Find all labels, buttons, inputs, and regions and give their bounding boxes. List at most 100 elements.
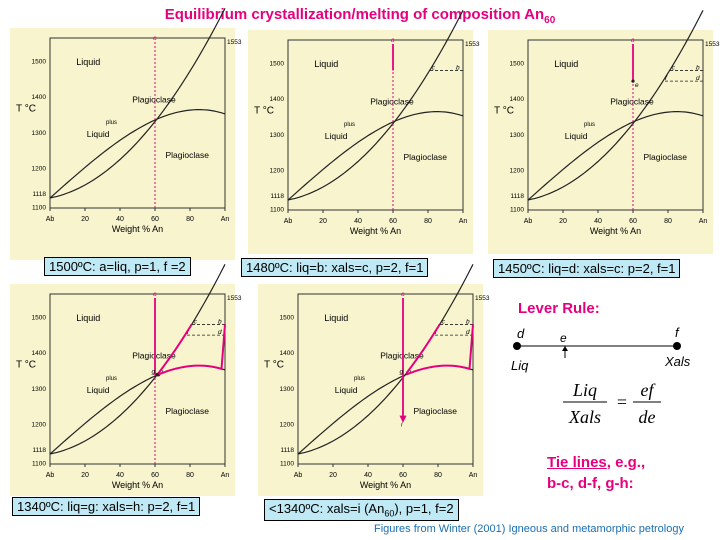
lever-point-d (513, 342, 521, 350)
y-tick-label: 1100 (280, 460, 294, 467)
x-tick-label: 40 (354, 218, 362, 225)
x-tick-label: Ab (284, 218, 293, 225)
figure-credit: Figures from Winter (2001) Igneous and m… (374, 523, 684, 535)
x-tick-label: 40 (594, 218, 602, 225)
region-two-phase-liquid: Liquid (87, 129, 110, 139)
solid-path-highlight (157, 323, 193, 374)
fraction-right-denominator: de (639, 407, 656, 427)
tie-point-label: b (466, 318, 470, 325)
lever-label-e: e (560, 331, 567, 345)
y-tick-label: 1100 (32, 460, 46, 467)
region-plagioclase: Plagioclase (166, 150, 210, 160)
plot-frame (527, 39, 704, 211)
solid-path-highlight (405, 323, 441, 374)
tie-point-label: h (159, 369, 163, 376)
point-i-label: i (401, 421, 403, 428)
top-temperature-label: 1553 (227, 295, 242, 302)
x-tick-label: An (699, 218, 708, 225)
tie-point-label: c (672, 64, 676, 71)
y-axis-title: T °C (264, 359, 284, 370)
top-temperature-label: 1553 (227, 39, 242, 46)
y-tick-label: 1200 (510, 168, 525, 175)
lever-label-xals: Xals (664, 354, 691, 369)
plot-frame (49, 293, 226, 465)
x-tick-label: An (469, 472, 478, 479)
x-tick-label: 60 (389, 218, 397, 225)
x-tick-label: 60 (399, 472, 407, 479)
solidus-curve (297, 264, 474, 455)
tie-point-label: c (442, 318, 446, 325)
phase-diagram-panel-2: Ab 20 40 60 80 An Weight % An 1500 1400 1300 1200 1… (248, 10, 480, 254)
x-tick-label: 80 (434, 472, 442, 479)
region-two-phase-plus: plus (584, 122, 595, 128)
y-tick-label: 1300 (32, 130, 47, 137)
liquid-path-highlight (406, 324, 474, 376)
tie-point-label: d (696, 75, 700, 82)
x-tick-label: 80 (186, 216, 194, 223)
panel-background (248, 30, 473, 254)
caption-below-1340: <1340ºC: xals=i (An60), p=1, f=2 (264, 499, 459, 521)
y-tick-label: 1400 (270, 96, 285, 103)
fraction-right-numerator: ef (641, 380, 657, 400)
plot-frame (287, 39, 464, 211)
x-tick-label: Ab (46, 472, 55, 479)
region-plagioclase: Plagioclase (414, 406, 458, 416)
x-tick-label: Ab (46, 216, 55, 223)
liquidus-curve (49, 109, 226, 199)
panel-background (10, 28, 235, 260)
point-a-label: a (631, 37, 635, 44)
tie-intersection-point (631, 79, 635, 83)
region-two-phase-plus: plus (354, 376, 365, 382)
region-liquid: Liquid (314, 59, 338, 69)
tie-point-label: f (435, 329, 438, 336)
caption-1340: 1340ºC: liq=g: xals=h: p=2, f=1 (12, 497, 201, 516)
y-tick-label: 1400 (280, 350, 295, 357)
region-plagioclase: Plagioclase (166, 406, 210, 416)
x-tick-label: 20 (329, 472, 337, 479)
x-tick-label: An (221, 472, 230, 479)
lever-point-f (673, 342, 681, 350)
liquidus-curve (527, 111, 704, 201)
x-tick-label: Ab (524, 218, 533, 225)
solidus-curve (49, 8, 226, 199)
x-tick-label: 20 (319, 218, 327, 225)
lever-label-d: d (517, 326, 525, 341)
composition-arrowhead (399, 415, 407, 423)
tie-point-label: g (151, 369, 155, 376)
tie-point-label: c (194, 318, 198, 325)
x-axis-title: Weight % An (350, 226, 401, 236)
y-tick-label: 1500 (270, 60, 285, 67)
region-two-phase-liquid: Liquid (335, 385, 358, 395)
y-tick-label: 1500 (510, 60, 525, 67)
y-tick-label: 1100 (510, 206, 524, 213)
region-plagioclase: Plagioclase (644, 152, 688, 162)
region-liquid: Liquid (76, 57, 100, 67)
solidus-curve (527, 10, 704, 201)
x-tick-label: 80 (186, 472, 194, 479)
solidus-curve (49, 264, 226, 455)
y-tick-label: 1200 (32, 166, 47, 173)
plot-frame (49, 37, 226, 209)
y-axis-title: T °C (16, 359, 36, 370)
tie-point-label: d (218, 329, 222, 336)
point-a-label: a (153, 291, 157, 298)
liquidus-curve (287, 111, 464, 201)
panel-background (10, 284, 235, 496)
y-tick-label: 1118 (33, 447, 47, 454)
lever-arrowhead (562, 346, 568, 351)
y-tick-label: 1200 (270, 168, 285, 175)
region-two-phase-plag: Plagioclase (370, 96, 414, 106)
point-a-label: a (391, 37, 395, 44)
y-tick-label: 1300 (270, 132, 285, 139)
x-tick-label: 60 (151, 472, 159, 479)
phase-diagram-panel-1: Ab 20 40 60 80 An Weight % An 1500 1400 1300 1200 1… (10, 8, 242, 260)
region-two-phase-plus: plus (344, 122, 355, 128)
region-two-phase-plus: plus (106, 376, 117, 382)
region-liquid: Liquid (554, 59, 578, 69)
point-a-label: a (401, 291, 405, 298)
x-tick-label: 20 (559, 218, 567, 225)
plot-frame (297, 293, 474, 465)
tie-point-label: f (187, 329, 190, 336)
y-tick-label: 1118 (511, 193, 525, 200)
